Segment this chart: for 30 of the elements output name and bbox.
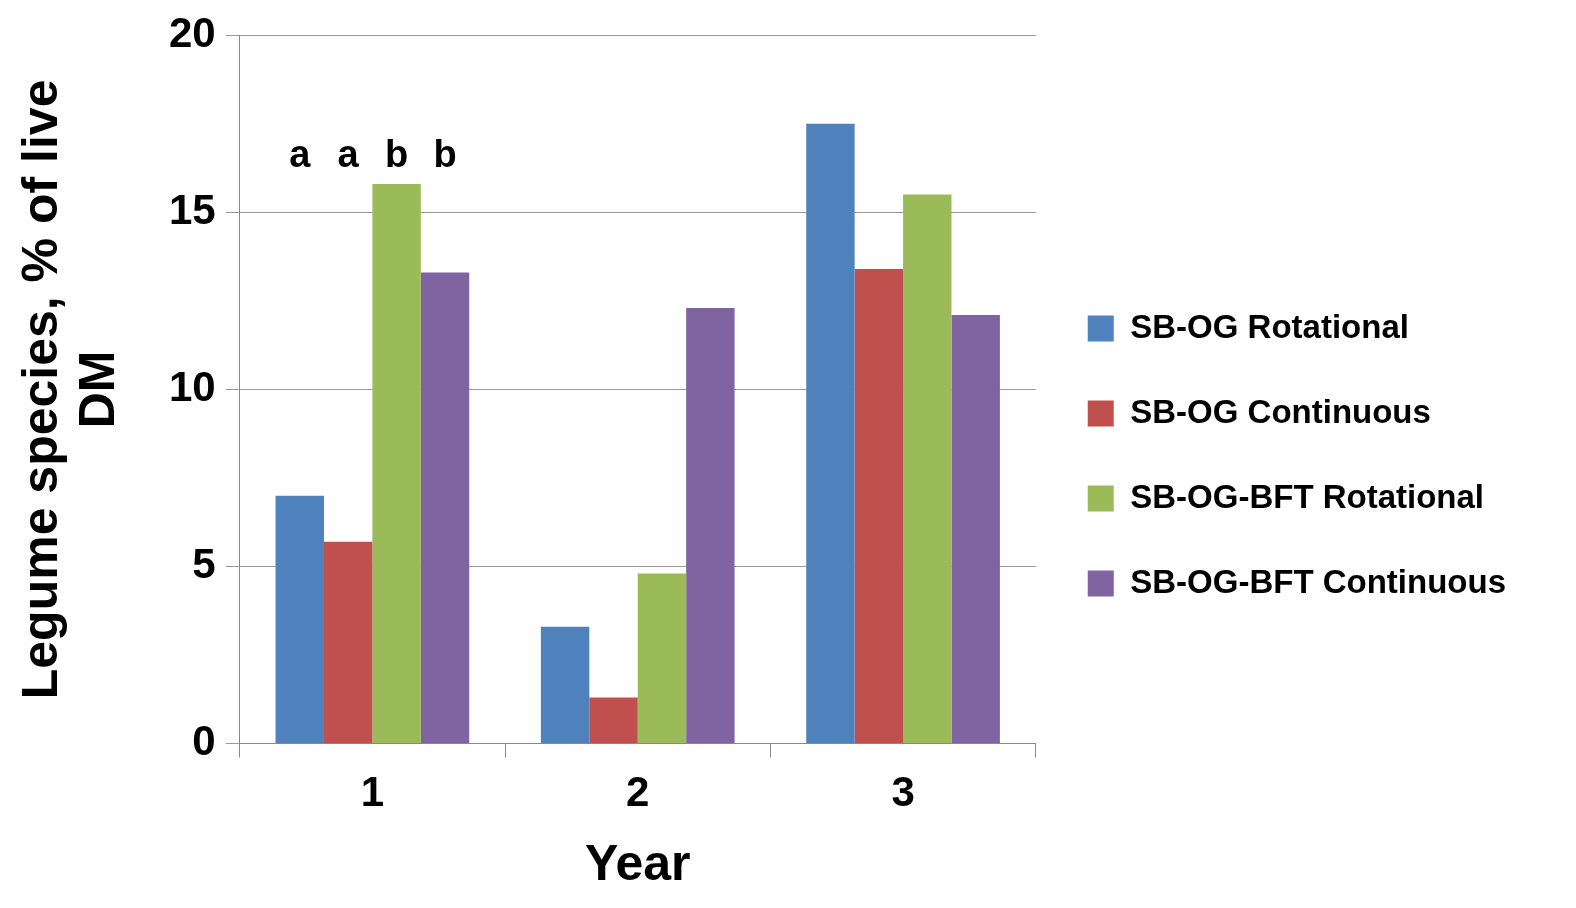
bar — [420, 272, 470, 744]
bar — [323, 541, 373, 744]
annotation: b — [433, 132, 457, 175]
x-tick-label: 2 — [626, 768, 650, 816]
bar — [275, 495, 324, 744]
annotation: a — [337, 132, 360, 175]
bar — [951, 315, 1000, 744]
bar — [903, 194, 952, 744]
x-tick-label: 1 — [360, 768, 385, 816]
annotation: a — [289, 132, 312, 175]
bar — [806, 123, 855, 744]
legend-label: SB-OG-BFT Rotational — [1130, 477, 1485, 515]
bar — [854, 268, 904, 744]
legend-label: SB-OG-BFT Continuous — [1130, 562, 1506, 600]
bar — [686, 307, 735, 744]
y-tick-label: 15 — [169, 185, 216, 233]
y-axis-title: Legume species, % of live DM — [11, 79, 126, 700]
bar — [637, 573, 687, 744]
x-tick-label: 3 — [891, 768, 915, 816]
bar — [540, 626, 590, 744]
annotation: b — [384, 132, 409, 175]
bar — [372, 183, 421, 744]
y-tick-label: 20 — [169, 8, 216, 56]
legend-label: SB-OG Continuous — [1130, 392, 1431, 430]
legend-label: SB-OG Rotational — [1130, 307, 1409, 345]
y-tick-label: 5 — [192, 540, 216, 588]
bar — [589, 697, 638, 744]
x-axis-title: Year — [584, 834, 691, 891]
y-tick-label: 10 — [169, 362, 216, 410]
y-tick-label: 0 — [192, 717, 216, 765]
